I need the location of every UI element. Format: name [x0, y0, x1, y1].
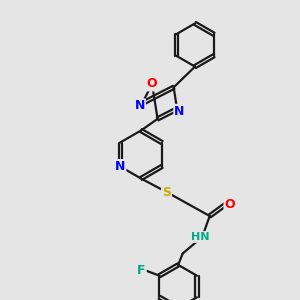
Text: N: N — [115, 160, 125, 173]
Text: N: N — [174, 105, 185, 118]
Text: S: S — [162, 185, 171, 199]
Text: HN: HN — [191, 232, 210, 242]
Text: O: O — [224, 197, 235, 211]
Text: F: F — [137, 264, 146, 277]
Text: O: O — [147, 77, 158, 90]
Text: N: N — [134, 99, 145, 112]
